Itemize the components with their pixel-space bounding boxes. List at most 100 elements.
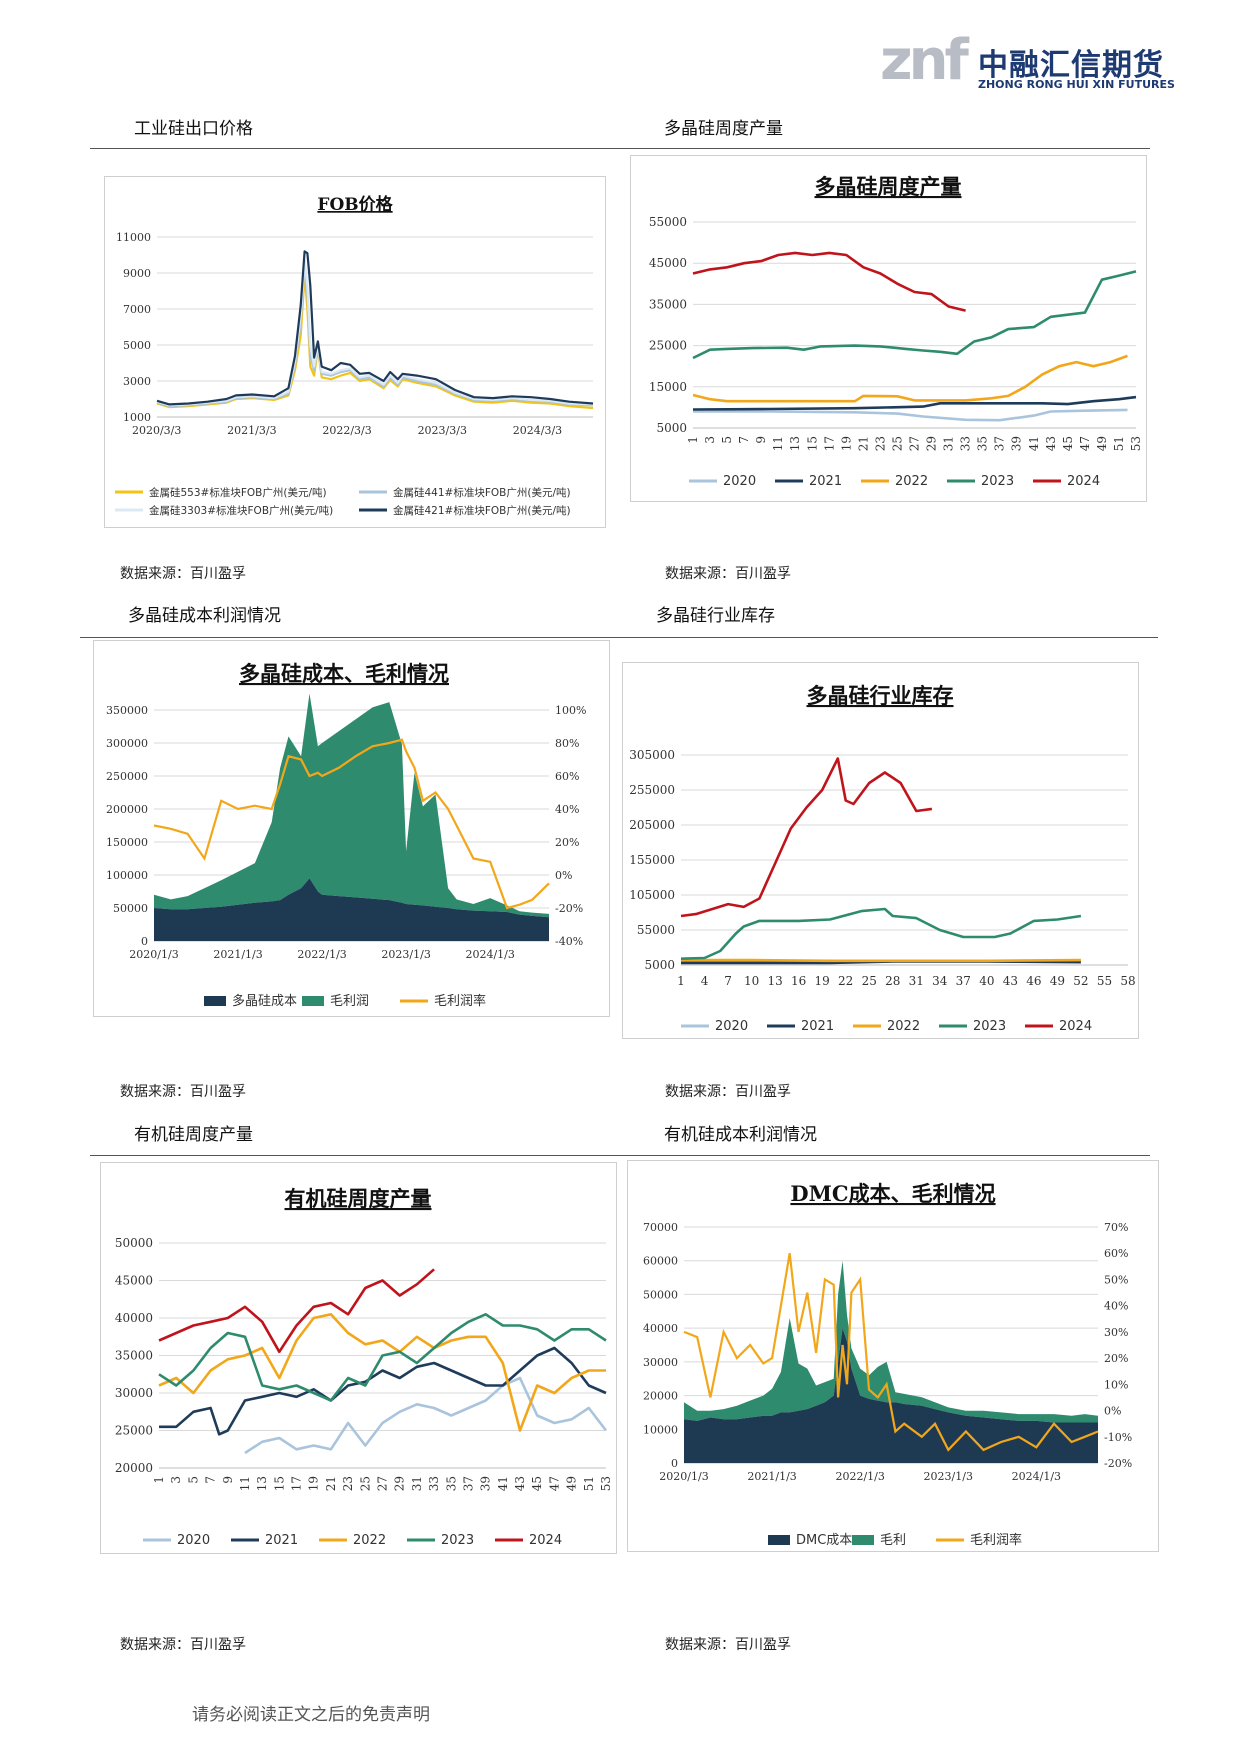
- x-tick-label: 1: [686, 436, 700, 444]
- series-line-0: [693, 408, 1128, 422]
- x-tick-label: 5: [186, 1476, 200, 1484]
- x-tick-label: 3: [169, 1476, 183, 1484]
- x-tick-label: 41: [496, 1476, 510, 1491]
- chart-dmc-cost-profit: DMC成本、毛利情况 0 10000 20000 30000 40000 50000 6000…: [627, 1160, 1159, 1552]
- legend-label: 2022: [895, 474, 928, 489]
- y-tick-label: 5000: [656, 421, 687, 435]
- y-tick-label: 305000: [629, 748, 675, 762]
- y2-tick-label: 50%: [1104, 1273, 1128, 1286]
- x-tick-label: 13: [767, 974, 782, 988]
- y2-tick-label: 0%: [555, 869, 572, 882]
- legend-label: 金属硅421#标准块FOB广州(美元/吨): [393, 504, 571, 517]
- y-tick-label: 35000: [115, 1349, 153, 1363]
- x-tick-label: 2023/3/3: [418, 424, 467, 437]
- y-tick-label: 35000: [649, 297, 687, 311]
- x-tick-label: 2024/3/3: [513, 424, 562, 437]
- legend-label: 2020: [177, 1533, 210, 1548]
- y-tick-label: 350000: [106, 704, 148, 717]
- data-source-note: 数据来源：百川盈孚: [665, 1637, 791, 1653]
- legend-label: 金属硅3303#标准块FOB广州(美元/吨): [149, 504, 333, 517]
- x-tick-label: 51: [1112, 436, 1126, 451]
- x-tick-label: 25: [862, 974, 877, 988]
- x-tick-label: 27: [376, 1476, 390, 1491]
- series-area-profit: [684, 1260, 1098, 1423]
- series-line-3: [158, 1313, 607, 1402]
- y2-tick-label: 40%: [1104, 1300, 1128, 1313]
- x-tick-label: 7: [724, 974, 732, 988]
- y-tick-label: 60000: [643, 1255, 678, 1268]
- x-tick-label: 49: [565, 1476, 579, 1491]
- section-title-silicon-export: 工业硅出口价格: [134, 119, 253, 139]
- x-tick-label: 2021/1/3: [747, 1470, 796, 1483]
- x-tick-label: 23: [341, 1476, 355, 1491]
- x-tick-label: 11: [771, 436, 785, 451]
- series-line-1: [159, 1346, 607, 1436]
- section-rule: [90, 148, 1150, 149]
- x-tick-label: 2020/1/3: [129, 948, 178, 961]
- legend-swatch: [204, 996, 226, 1006]
- x-tick-label: 21: [856, 436, 870, 451]
- legend-swatch: [768, 1535, 790, 1545]
- x-tick-label: 34: [932, 974, 948, 988]
- legend-label: 金属硅441#标准块FOB广州(美元/吨): [393, 486, 571, 499]
- x-tick-label: 46: [1026, 974, 1041, 988]
- y2-tick-label: -20%: [1104, 1457, 1132, 1470]
- x-tick-label: 37: [993, 436, 1007, 451]
- x-tick-label: 2020/3/3: [132, 424, 181, 437]
- section-rule: [80, 637, 1158, 638]
- y-tick-label: 50000: [113, 902, 148, 915]
- x-tick-label: 29: [925, 436, 939, 451]
- y2-tick-label: 60%: [1104, 1247, 1128, 1260]
- x-tick-label: 49: [1095, 436, 1109, 451]
- series-line-2: [681, 958, 1081, 963]
- x-tick-label: 7: [737, 436, 751, 444]
- x-tick-label: 53: [599, 1476, 613, 1491]
- logo-mark: znf: [880, 28, 969, 93]
- x-tick-label: 58: [1120, 974, 1135, 988]
- chart-title: 多晶硅行业库存: [807, 683, 954, 708]
- x-tick-label: 2022/1/3: [297, 948, 346, 961]
- x-tick-label: 49: [1050, 974, 1065, 988]
- data-source-note: 数据来源：百川盈孚: [665, 566, 791, 582]
- series-line-margin-rate: [683, 1253, 1099, 1452]
- legend-label: 2020: [715, 1019, 748, 1034]
- x-tick-label: 2023/1/3: [924, 1470, 973, 1483]
- x-tick-label: 2020/1/3: [659, 1470, 708, 1483]
- chart-polysilicon-inventory: 多晶硅行业库存 5000 55000 105000 155000 205000 255000…: [622, 662, 1139, 1039]
- y2-tick-label: 80%: [555, 737, 579, 750]
- y-tick-label: 0: [671, 1457, 678, 1470]
- series-line-margin-rate: [153, 738, 550, 910]
- y-tick-label: 25000: [649, 339, 687, 353]
- x-tick-label: 19: [839, 436, 853, 451]
- legend-label: 毛利润率: [434, 993, 486, 1009]
- y-tick-label: 45000: [115, 1274, 153, 1288]
- section-title-polysilicon-inventory: 多晶硅行业库存: [656, 606, 775, 626]
- series-area-profit: [154, 693, 549, 918]
- x-tick-label: 2021/3/3: [227, 424, 276, 437]
- x-tick-label: 37: [956, 974, 971, 988]
- x-tick-label: 19: [307, 1476, 321, 1491]
- data-source-note: 数据来源：百川盈孚: [120, 1084, 246, 1100]
- y2-tick-label: 30%: [1104, 1326, 1128, 1339]
- section-title-organosilicon-cost: 有机硅成本利润情况: [664, 1125, 817, 1145]
- x-tick-label: 17: [822, 436, 836, 451]
- disclaimer-footer: 请务必阅读正文之后的免责声明: [192, 1705, 430, 1725]
- legend-label: 2023: [441, 1533, 474, 1548]
- x-tick-label: 19: [815, 974, 830, 988]
- series-line-2: [692, 354, 1128, 403]
- chart-title: DMC成本、毛利情况: [790, 1181, 995, 1206]
- series-line-3: [692, 270, 1137, 360]
- y-tick-label: 25000: [115, 1424, 153, 1438]
- x-tick-label: 11: [238, 1476, 252, 1491]
- legend-label: 2022: [887, 1019, 920, 1034]
- legend-swatch: [302, 996, 324, 1006]
- series-area-cost: [684, 1328, 1098, 1463]
- x-tick-label: 2023/1/3: [381, 948, 430, 961]
- series-line-0: [244, 1376, 608, 1455]
- x-tick-label: 2022/3/3: [322, 424, 371, 437]
- x-tick-label: 1: [152, 1476, 166, 1484]
- x-tick-label: 51: [582, 1476, 596, 1491]
- y2-tick-label: 40%: [555, 803, 579, 816]
- x-tick-label: 10: [744, 974, 759, 988]
- y-tick-label: 3000: [123, 375, 151, 388]
